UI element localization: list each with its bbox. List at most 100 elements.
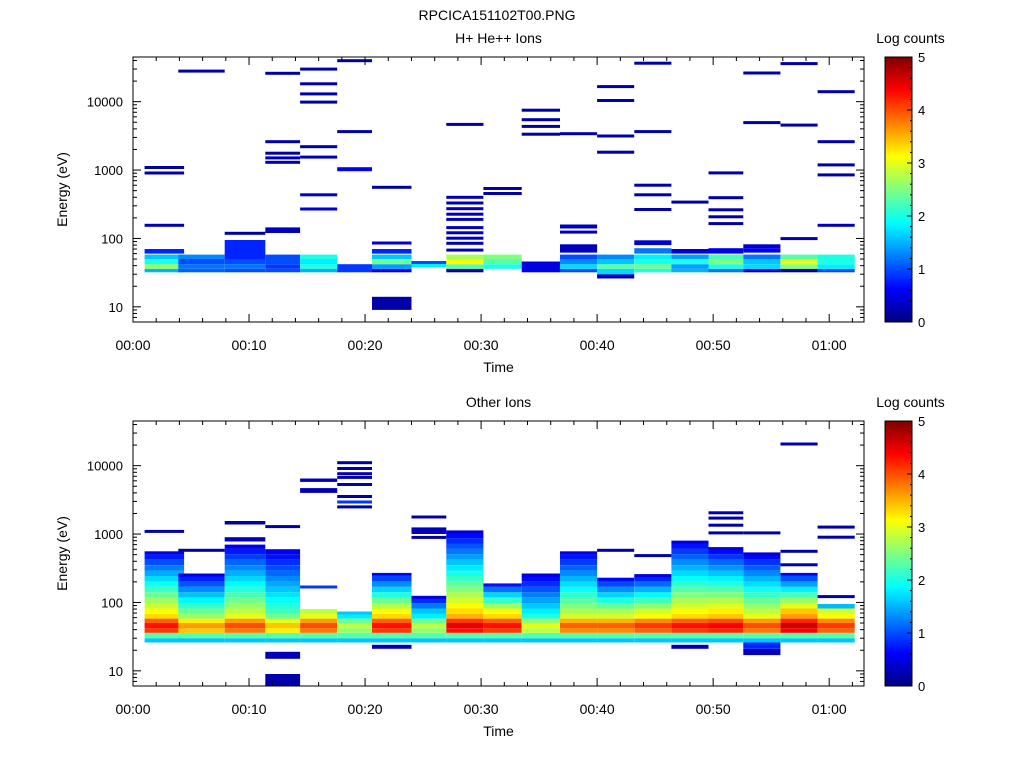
heatmap-cell — [671, 565, 709, 571]
heatmap-cell — [446, 264, 484, 269]
heatmap-cell — [743, 628, 781, 633]
heatmap-cell — [372, 254, 412, 259]
heatmap-cell — [560, 618, 598, 623]
heatmap-cells — [144, 442, 855, 686]
heatmap-cell — [224, 565, 266, 571]
heatmap-cell — [411, 623, 447, 629]
heatmap-cell — [265, 623, 301, 629]
heatmap-cell — [483, 628, 522, 633]
heatmap-cell — [671, 249, 709, 254]
heatmap-cell — [671, 628, 709, 633]
heatmap-cell — [446, 570, 484, 576]
heatmap-cell — [446, 226, 484, 230]
heatmap-cell — [560, 628, 598, 633]
heatmap-cell — [224, 613, 266, 619]
heatmap-cell — [708, 608, 744, 614]
heatmap-cell — [817, 638, 855, 643]
heatmap-cell — [265, 565, 301, 571]
heatmap-cell — [300, 488, 338, 493]
heatmap-cell — [224, 618, 266, 623]
heatmap-cell — [446, 254, 484, 259]
heatmap-cell — [743, 608, 781, 614]
y-tick-label: 100 — [101, 231, 123, 246]
heatmap-cell — [337, 618, 372, 623]
heatmap-cell — [411, 618, 447, 623]
y-tick-label: 10 — [109, 300, 123, 315]
heatmap-cell — [521, 261, 560, 273]
heatmap-cell — [708, 171, 744, 175]
heatmap-cell — [224, 576, 266, 582]
heatmap-cell — [446, 538, 484, 544]
y-tick-label: 10000 — [87, 459, 123, 474]
x-tick-label: 00:40 — [580, 701, 615, 717]
heatmap-cell — [446, 559, 484, 566]
heatmap-cell — [411, 628, 447, 633]
heatmap-cell — [817, 264, 855, 269]
heatmap-cell — [337, 130, 372, 134]
heatmap-cell — [372, 241, 412, 245]
x-axis: 00:00 00:10 00:20 00:30 00:40 00:50 01:00 Time — [115, 57, 853, 375]
colorbar-gradient — [884, 420, 913, 687]
heatmap-cell — [634, 574, 672, 578]
heatmap-cell — [300, 82, 338, 86]
heatmap-cell — [634, 61, 672, 65]
heatmap-cell — [597, 608, 635, 614]
plot-frame — [132, 420, 865, 687]
heatmap-cell — [178, 603, 225, 609]
heatmap-cell — [265, 638, 301, 643]
heatmap-cell — [634, 576, 672, 582]
heatmap-cell — [483, 613, 522, 619]
heatmap-cell — [560, 224, 598, 229]
heatmap-cell — [337, 483, 372, 486]
heatmap-cell — [144, 608, 185, 614]
heatmap-cell — [597, 150, 635, 154]
heatmap-cell — [743, 648, 781, 656]
heatmap-cell — [671, 613, 709, 619]
heatmap-cell — [300, 638, 338, 643]
heatmap-cell — [372, 576, 412, 582]
heatmap-cell — [337, 638, 372, 643]
heatmap-cell — [265, 525, 301, 529]
heatmap-cell — [178, 264, 225, 269]
heatmap-cell — [708, 215, 744, 219]
heatmap-cell — [483, 603, 522, 609]
heatmap-cell — [144, 554, 185, 560]
heatmap-cell — [743, 559, 781, 566]
heatmap-cell — [560, 259, 598, 265]
colorbar-tick-label: 5 — [918, 50, 925, 65]
heatmap-cell — [446, 195, 484, 199]
heatmap-cell — [337, 467, 372, 470]
heatmap-cell — [521, 592, 560, 598]
heatmap-cell — [634, 597, 672, 604]
heatmap-cell — [300, 585, 338, 589]
heatmap-cell — [372, 259, 412, 265]
heatmap-cell — [178, 608, 225, 614]
heatmap-cell — [597, 99, 635, 102]
heatmap-cell — [224, 521, 266, 525]
heatmap-cell — [708, 208, 744, 212]
heatmap-cell — [743, 592, 781, 598]
heatmap-cell — [265, 576, 301, 582]
heatmap-cell — [521, 118, 560, 122]
heatmap-cell — [265, 264, 301, 269]
heatmap-cell — [671, 268, 709, 273]
heatmap-cell — [708, 638, 744, 643]
heatmap-cell — [144, 268, 185, 273]
heatmap-cell — [597, 581, 635, 587]
heatmap-cell — [300, 632, 338, 639]
heatmap-cell — [446, 530, 484, 534]
heatmap-cell — [671, 543, 709, 549]
heatmap-cell — [300, 155, 338, 159]
heatmap-cell — [743, 570, 781, 576]
heatmap-cell — [634, 259, 672, 265]
heatmap-cell — [597, 638, 635, 643]
heatmap-cell — [144, 565, 185, 571]
heatmap-cell — [780, 592, 818, 598]
x-tick-label: 01:00 — [812, 701, 847, 717]
heatmap-cell — [634, 254, 672, 259]
heatmap-cell — [817, 623, 855, 629]
heatmap-cell — [597, 577, 635, 582]
heatmap-cell — [817, 268, 855, 273]
heatmap-cell — [224, 581, 266, 587]
heatmap-cell — [634, 248, 672, 254]
